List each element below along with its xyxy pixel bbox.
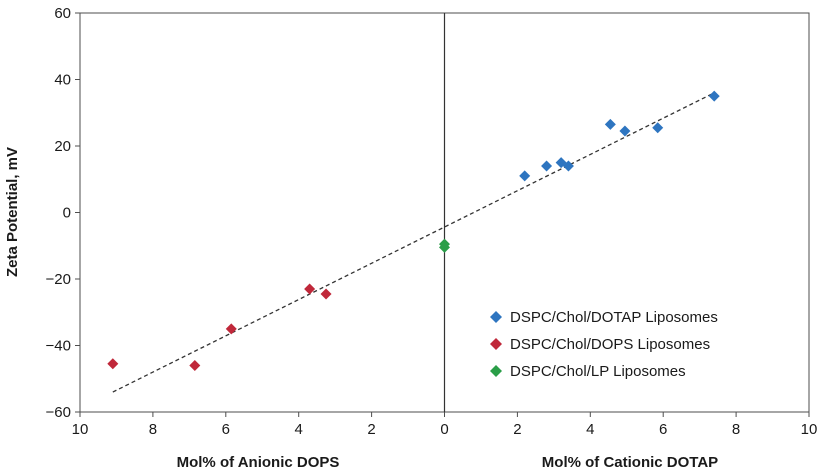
data-points [107,90,720,371]
data-point [225,323,237,335]
data-point [107,358,119,370]
x-tick-label: 8 [732,421,740,438]
x-tick-label: 8 [149,421,157,438]
x-axis-label-left: Mol% of Anionic DOPS [177,454,340,471]
data-point [604,118,616,130]
y-axis-ticks: −60 −40 −20 0 20 40 60 [46,5,80,421]
y-axis-label: Zeta Potential, mV [4,147,21,277]
x-tick-label: 2 [513,421,521,438]
x-tick-label: 10 [801,421,818,438]
y-tick-label: 40 [54,72,71,89]
x-tick-label: 0 [440,421,448,438]
x-axis-label-right: Mol% of Cationic DOTAP [542,454,718,471]
data-point [708,90,720,102]
y-tick-label: 0 [63,205,71,222]
legend-background [478,300,798,392]
legend-marker-dops [490,338,502,350]
data-point [541,160,553,172]
data-point [619,125,631,137]
y-tick-label: −40 [46,338,71,355]
data-point [519,170,531,182]
data-point [304,283,316,295]
data-point [189,359,201,371]
data-point [320,288,332,300]
x-tick-label: 4 [586,421,594,438]
legend-label-dotap: DSPC/Chol/DOTAP Liposomes [510,309,718,326]
x-tick-label: 2 [367,421,375,438]
y-tick-label: 20 [54,138,71,155]
legend-marker-lp [490,365,502,377]
legend: DSPC/Chol/DOTAP Liposomes DSPC/Chol/DOPS… [478,300,798,392]
data-point [439,241,450,253]
legend-marker-dotap [490,311,502,323]
data-point [562,160,574,172]
x-tick-label: 6 [659,421,667,438]
x-tick-label: 10 [72,421,89,438]
x-tick-label: 6 [222,421,230,438]
legend-label-dops: DSPC/Chol/DOPS Liposomes [510,336,710,353]
x-axis-ticks: 10 8 6 4 2 0 2 4 6 8 10 [72,412,818,438]
y-tick-label: −60 [46,404,71,421]
data-point [652,122,664,134]
legend-label-lp: DSPC/Chol/LP Liposomes [510,363,686,380]
y-tick-label: −20 [46,271,71,288]
series-1 [107,283,332,371]
series-2 [439,238,450,253]
series-0 [519,90,720,182]
x-tick-label: 4 [295,421,303,438]
y-tick-label: 60 [54,5,71,22]
